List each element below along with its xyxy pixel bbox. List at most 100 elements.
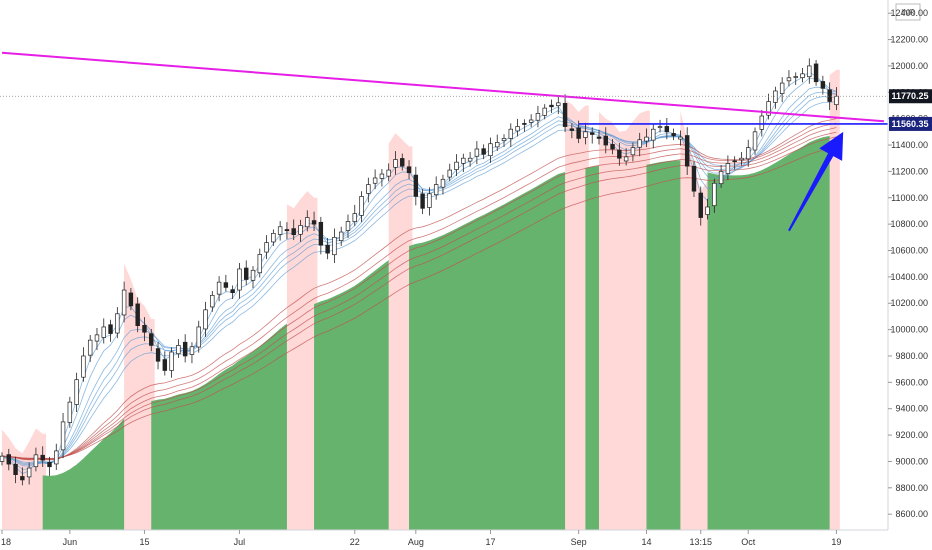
up-arrow-icon[interactable] [788, 131, 844, 232]
candle [264, 242, 269, 253]
candle [284, 229, 290, 232]
y-tick-label: 11000.00 [891, 193, 928, 203]
candle [162, 359, 168, 371]
candle [0, 455, 5, 462]
candle [237, 268, 242, 291]
trend-zone-10 [598, 110, 650, 530]
y-tick-label: 9800.00 [895, 351, 928, 361]
y-tick-label: 10000.00 [890, 325, 928, 335]
candle [522, 123, 527, 125]
candle [827, 89, 832, 102]
candle [94, 334, 100, 342]
candle [20, 476, 25, 481]
candle [698, 192, 703, 218]
candle [691, 165, 697, 192]
trend-zone-1 [42, 418, 128, 530]
candle [793, 76, 798, 78]
candle [813, 63, 819, 83]
candle [671, 133, 676, 137]
candle [325, 244, 330, 254]
candle [196, 326, 201, 348]
candle [230, 289, 235, 294]
candle [718, 171, 724, 185]
candle [115, 313, 120, 334]
x-tick-label: 22 [350, 537, 360, 547]
candle [800, 73, 805, 79]
candle [637, 139, 642, 148]
price-axis[interactable]: INR 8600.00 8800.00 9000.00 9200.00 9400.00 9… [887, 0, 932, 550]
candle [535, 113, 541, 121]
trend-zone-6 [388, 133, 413, 530]
candle [583, 131, 588, 138]
candle [332, 236, 337, 256]
candle [820, 81, 826, 89]
candle [359, 196, 364, 216]
candle [87, 339, 93, 356]
candle [786, 77, 792, 82]
candle [67, 401, 73, 423]
x-tick-label: Jun [63, 537, 78, 547]
long-ema-45 [1, 131, 837, 460]
candle [766, 101, 771, 116]
zones-layer [2, 69, 840, 531]
candle [372, 177, 378, 184]
candle [393, 159, 398, 168]
y-tick-label: 10200.00 [890, 298, 928, 308]
x-tick-label: Sep [571, 537, 587, 547]
candle [528, 119, 534, 123]
candle [576, 127, 581, 139]
candle [495, 142, 500, 148]
candle [352, 213, 357, 222]
candle [155, 348, 161, 362]
long-ema-40 [1, 127, 837, 460]
candle [406, 166, 412, 174]
x-tick-label: 19 [831, 537, 841, 547]
candle [366, 184, 371, 194]
candle [508, 128, 514, 139]
candle [47, 461, 52, 468]
candle [651, 128, 656, 141]
short-ema-8 [1, 86, 837, 467]
x-tick-label: 18 [1, 537, 11, 547]
time-axis[interactable]: 18 Jun 15 Jul 22 Aug 17 Sep 14 13:15 Oct 19 [0, 529, 932, 550]
candle [386, 169, 391, 177]
y-tick-label: 12200.00 [890, 35, 928, 45]
candle [542, 107, 547, 116]
lines-layer [0, 51, 888, 232]
candle [176, 345, 181, 355]
candle [440, 178, 446, 188]
candle [60, 421, 66, 451]
candle [182, 341, 188, 357]
candle [488, 143, 493, 157]
y-tick-label: 12400.00 [890, 8, 928, 18]
candle [54, 450, 59, 465]
price-badge-label: 11560.35 [891, 119, 928, 129]
x-tick-label: 13:15 [689, 537, 712, 547]
y-tick-label: 9600.00 [895, 377, 928, 387]
ribbons-layer [1, 71, 837, 475]
candle [250, 269, 256, 281]
candle [623, 156, 629, 162]
candle [108, 324, 113, 334]
y-tick-label: 8800.00 [895, 483, 928, 493]
trendline[interactable] [1, 51, 884, 123]
candle [420, 193, 425, 209]
candle [338, 231, 344, 241]
candle [569, 128, 575, 131]
y-tick-label: 9400.00 [895, 404, 928, 414]
candle [400, 158, 405, 167]
x-tick-label: Jul [234, 537, 246, 547]
trend-zone-8 [565, 100, 589, 530]
y-tick-label: 9200.00 [895, 430, 928, 440]
candle [807, 65, 812, 78]
y-tick-label: 10600.00 [890, 245, 928, 255]
candle [515, 126, 520, 132]
candle [74, 379, 79, 405]
candle [773, 90, 778, 103]
short-ema-10 [1, 91, 837, 466]
y-tick-label: 11400.00 [891, 140, 928, 150]
candle [318, 221, 324, 246]
candle [101, 326, 106, 338]
